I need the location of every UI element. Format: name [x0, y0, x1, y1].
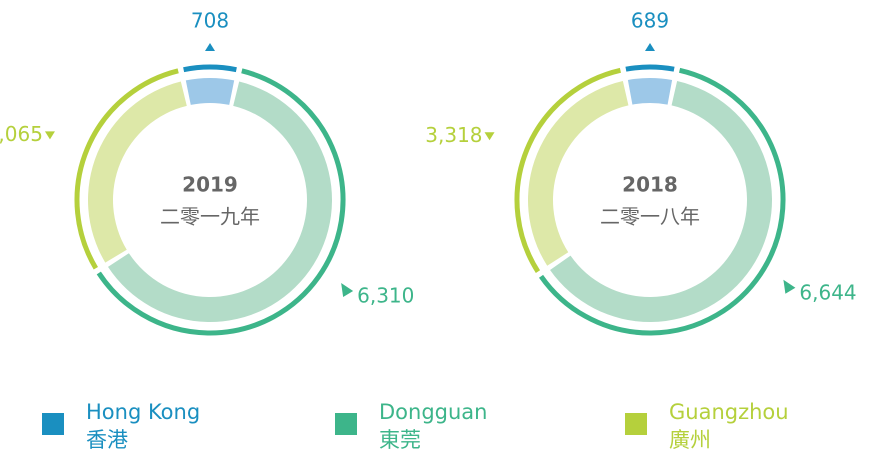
- legend-swatch: [335, 413, 357, 435]
- outer-arc: [96, 68, 346, 336]
- marker: [783, 279, 796, 294]
- legend-label: Hong Kong: [86, 400, 200, 424]
- inner-segment: [185, 78, 235, 105]
- legend-swatch: [625, 413, 647, 435]
- legend-label: Dongguan: [379, 400, 487, 424]
- value-label: 708: [191, 9, 229, 33]
- legend-swatch: [42, 413, 64, 435]
- marker: [341, 283, 354, 298]
- outer-arc: [74, 68, 179, 270]
- center-subtitle: 二零一八年: [600, 205, 700, 229]
- legend-label-zh: 東莞: [379, 428, 421, 452]
- value-label: 689: [631, 9, 669, 33]
- outer-arc: [514, 67, 621, 273]
- marker: [645, 43, 655, 51]
- legend-label-zh: 香港: [86, 428, 128, 452]
- center-title: 2019: [182, 173, 238, 197]
- outer-arc: [538, 67, 786, 336]
- center-title: 2018: [622, 173, 678, 197]
- marker: [205, 43, 215, 51]
- inner-segment: [627, 77, 673, 105]
- inner-segment: [88, 81, 187, 263]
- value-label: 3,065: [0, 122, 43, 146]
- value-label: 6,644: [799, 280, 856, 304]
- value-label: 6,310: [357, 284, 414, 308]
- legend-label: Guangzhou: [669, 400, 789, 424]
- marker: [484, 132, 495, 141]
- center-subtitle: 二零一九年: [160, 205, 260, 229]
- value-label: 3,318: [425, 123, 482, 147]
- legend-label-zh: 廣州: [669, 428, 711, 452]
- outer-arc: [183, 64, 237, 73]
- marker: [44, 131, 55, 140]
- outer-arc: [625, 64, 675, 72]
- inner-segment: [527, 81, 629, 266]
